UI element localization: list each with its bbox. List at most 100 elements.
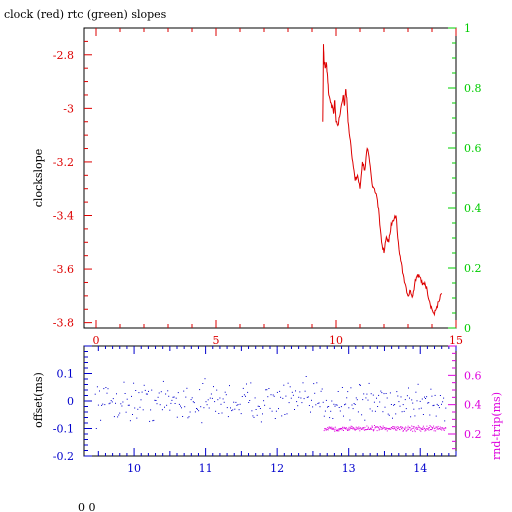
offset-point bbox=[242, 387, 244, 389]
roundtrip-point bbox=[369, 429, 371, 430]
slopes-x-tick-label: 0 bbox=[93, 334, 100, 347]
roundtrip-point bbox=[436, 426, 438, 428]
roundtrip-point bbox=[330, 428, 332, 430]
offset-point bbox=[384, 406, 386, 408]
slopes-right-tick-label: 0.4 bbox=[464, 202, 482, 215]
offset-point bbox=[279, 390, 281, 392]
offset-point bbox=[223, 401, 225, 403]
offset-point bbox=[318, 402, 320, 404]
offset-point bbox=[364, 419, 366, 421]
slopes-y-tick-label: -3.2 bbox=[53, 156, 74, 169]
roundtrip-point bbox=[328, 427, 330, 429]
roundtrip-point bbox=[426, 425, 428, 427]
offset-point bbox=[118, 414, 120, 416]
offset-point bbox=[192, 401, 194, 403]
roundtrip-point bbox=[392, 428, 394, 430]
offset-point bbox=[301, 402, 303, 404]
offset-point bbox=[122, 401, 124, 403]
offset-point bbox=[110, 400, 112, 402]
roundtrip-point bbox=[398, 427, 400, 429]
offset-point bbox=[237, 404, 239, 406]
offset-point bbox=[181, 407, 182, 409]
roundtrip-point bbox=[421, 429, 423, 430]
roundtrip-point bbox=[348, 426, 350, 428]
offset-point bbox=[337, 391, 339, 392]
offset-point bbox=[336, 404, 338, 406]
offset-point bbox=[338, 407, 340, 408]
offset-point bbox=[280, 396, 282, 398]
offset-point bbox=[236, 404, 238, 406]
offset-point bbox=[430, 388, 432, 390]
offset-point bbox=[209, 397, 211, 399]
offset-point bbox=[111, 401, 113, 403]
offset-point bbox=[256, 414, 258, 416]
offset-point bbox=[395, 413, 397, 415]
roundtrip-point bbox=[352, 427, 354, 428]
offset-point bbox=[406, 395, 408, 397]
offset-y-tick-label: 0.1 bbox=[57, 368, 75, 381]
roundtrip-point bbox=[364, 426, 366, 428]
offset-point bbox=[344, 404, 345, 406]
offset-point bbox=[141, 391, 143, 393]
offset-point bbox=[272, 394, 274, 396]
roundtrip-point bbox=[410, 428, 412, 430]
offset-point bbox=[278, 408, 279, 410]
roundtrip-point bbox=[343, 426, 345, 428]
offset-point bbox=[404, 399, 406, 401]
roundtrip-point bbox=[425, 429, 427, 431]
roundtrip-point bbox=[393, 426, 395, 428]
roundtrip-point bbox=[400, 426, 402, 428]
offset-point bbox=[142, 409, 144, 411]
offset-point bbox=[123, 381, 125, 383]
offset-point bbox=[351, 404, 353, 406]
roundtrip-point bbox=[350, 427, 352, 429]
offset-x-tick-label: 11 bbox=[199, 462, 213, 475]
offset-point bbox=[205, 401, 207, 403]
roundtrip-point bbox=[338, 428, 340, 430]
offset-point bbox=[402, 404, 404, 406]
offset-point bbox=[254, 397, 256, 399]
roundtrip-point bbox=[357, 427, 359, 429]
roundtrip-point bbox=[428, 429, 430, 431]
offset-point bbox=[439, 395, 441, 396]
roundtrip-point bbox=[381, 428, 383, 430]
offset-point bbox=[413, 408, 415, 410]
offset-point bbox=[103, 388, 105, 390]
offset-point bbox=[398, 401, 400, 403]
roundtrip-point bbox=[340, 427, 342, 429]
offset-point bbox=[106, 392, 108, 394]
offset-point bbox=[108, 403, 110, 405]
offset-point bbox=[265, 389, 267, 391]
offset-point bbox=[335, 404, 337, 406]
offset-point bbox=[317, 403, 319, 404]
roundtrip-point bbox=[346, 429, 348, 431]
roundtrip-point bbox=[346, 427, 347, 429]
offset-point bbox=[96, 386, 98, 388]
offset-point bbox=[320, 390, 322, 392]
offset-point bbox=[415, 391, 417, 393]
offset-point bbox=[250, 382, 252, 384]
roundtrip-y-tick-label: 0.4 bbox=[464, 399, 482, 412]
offset-point bbox=[144, 389, 146, 391]
roundtrip-point bbox=[382, 425, 384, 427]
offset-point bbox=[253, 416, 255, 418]
offset-point bbox=[359, 384, 360, 386]
offset-point bbox=[443, 397, 445, 399]
offset-point bbox=[194, 411, 196, 413]
roundtrip-point bbox=[352, 428, 354, 430]
roundtrip-point bbox=[367, 428, 369, 430]
offset-point bbox=[174, 403, 176, 404]
roundtrip-point bbox=[366, 429, 368, 430]
offset-point bbox=[393, 404, 395, 406]
offset-point bbox=[409, 397, 410, 399]
roundtrip-point bbox=[327, 427, 329, 429]
roundtrip-point bbox=[355, 428, 357, 430]
roundtrip-point bbox=[391, 428, 393, 429]
offset-point bbox=[149, 420, 151, 422]
offset-point bbox=[419, 400, 421, 402]
roundtrip-point bbox=[385, 428, 387, 430]
roundtrip-point bbox=[358, 428, 360, 430]
offset-point bbox=[304, 390, 306, 392]
offset-point bbox=[394, 404, 396, 405]
roundtrip-point bbox=[392, 426, 394, 427]
